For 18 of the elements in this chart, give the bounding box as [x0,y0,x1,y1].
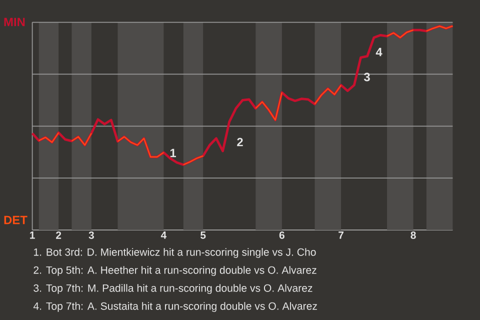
x-tick-label: 2 [56,232,62,239]
x-tick-label: 1 [30,232,35,239]
text: 3. Top 7th: M. Padilla hit a run-scoring double vs O. Alvarez [34,284,312,294]
x-tick-label: 6 [279,232,284,239]
text: MIN [4,18,25,26]
text: 2. Top 5th: A. Heether hit a run-scoring double vs O. Alvarez [34,266,316,276]
text: 1. Bot 3rd: D. Mientkiewicz hit a run-scoring single vs J. Cho [34,248,316,258]
text: DET [4,216,28,224]
x-tick-label: 7 [338,232,344,239]
annotation: 4 [376,48,382,56]
text: 4. Top 7th: A. Sustaita hit a run-scoring double vs O. Alvarez [33,302,317,312]
x-tick-label: 4 [160,232,167,239]
x-tick-label: 5 [200,232,206,239]
annotation: 2 [237,138,243,146]
x-tick-label: 8 [410,232,416,239]
annotation: 3 [364,72,370,82]
x-tick-label: 3 [88,232,94,239]
annotation: 1 [170,148,176,158]
